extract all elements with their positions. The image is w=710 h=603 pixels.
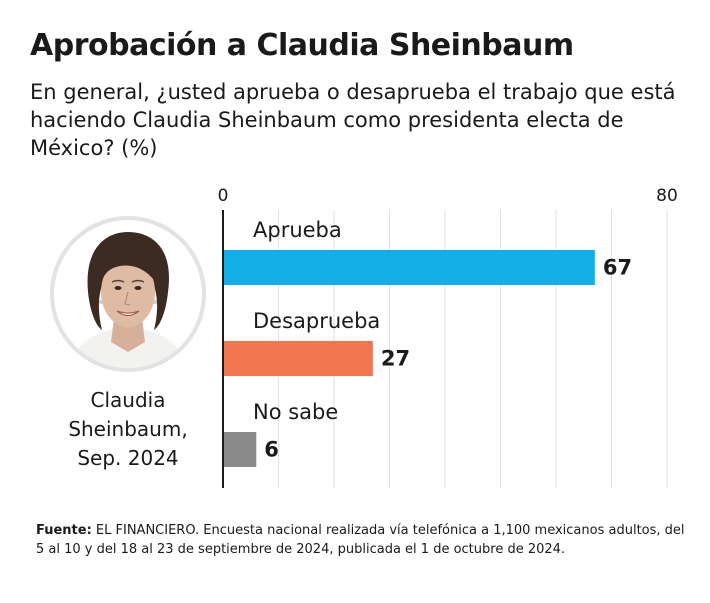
- x-tick-label: 0: [218, 186, 229, 206]
- bar: [223, 432, 257, 467]
- value-label: 67: [603, 256, 632, 280]
- source-text: EL FINANCIERO. Encuesta nacional realiza…: [36, 523, 685, 557]
- category-label: No sabe: [253, 400, 338, 424]
- person-name-line2: Sheinbaum,: [68, 417, 188, 441]
- value-label: 27: [381, 347, 410, 371]
- portrait-photo: [50, 216, 206, 372]
- person-name-line1: Claudia: [90, 388, 166, 412]
- chart-subtitle: En general, ¿usted aprueba o desaprueba …: [30, 80, 676, 160]
- category-label: Aprueba: [253, 218, 342, 242]
- x-tick-label: 80: [656, 186, 678, 206]
- category-label: Desaprueba: [253, 309, 380, 333]
- person-date: Sep. 2024: [77, 446, 179, 470]
- person-caption: Claudia Sheinbaum, Sep. 2024: [50, 386, 206, 473]
- source-label: Fuente:: [36, 523, 92, 538]
- value-label: 6: [264, 438, 279, 462]
- bar: [223, 341, 373, 376]
- source-note: Fuente: EL FINANCIERO. Encuesta nacional…: [36, 521, 686, 559]
- bar: [223, 250, 595, 285]
- chart-title: Aprobación a Claudia Sheinbaum: [30, 28, 574, 63]
